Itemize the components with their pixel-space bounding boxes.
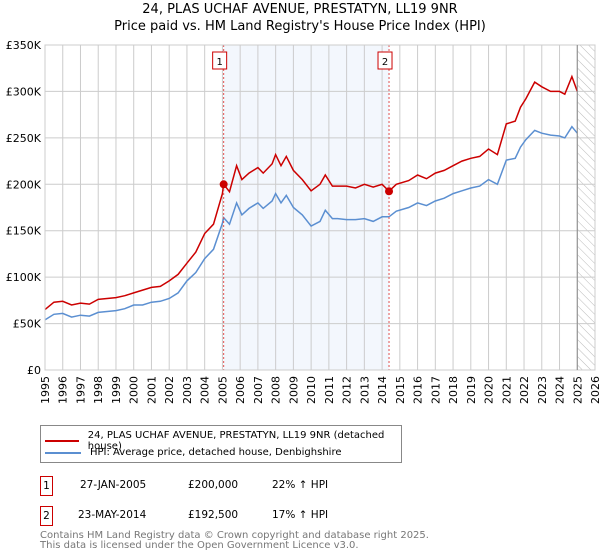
x-tick-label: 2012 <box>341 376 354 404</box>
x-tick-label: 2007 <box>252 376 265 404</box>
x-tick-label: 2024 <box>554 376 567 404</box>
x-tick-label: 1995 <box>39 376 52 404</box>
x-tick-label: 2008 <box>270 376 283 404</box>
legend-red-line <box>45 440 79 442</box>
footer: Contains HM Land Registry data © Crown c… <box>40 531 429 551</box>
legend-label-hpi: HPI: Average price, detached house, Denb… <box>90 447 342 458</box>
footer-line-1: Contains HM Land Registry data © Crown c… <box>40 530 429 541</box>
sale-date: 27-JAN-2005 <box>80 479 147 491</box>
x-tick-label: 2025 <box>571 376 584 404</box>
hpi-line <box>44 125 578 321</box>
y-tick-label: £350K <box>6 39 42 52</box>
x-tick-label: 1999 <box>110 376 123 404</box>
sale-label: 2 <box>382 57 388 68</box>
legend: 24, PLAS UCHAF AVENUE, PRESTATYN, LL19 9… <box>40 425 402 463</box>
x-tick-label: 1996 <box>57 376 70 404</box>
chart-title: 24, PLAS UCHAF AVENUE, PRESTATYN, LL19 9… <box>142 2 458 17</box>
sale-hpi: 17% ↑ HPI <box>272 509 329 521</box>
x-tick-label: 2003 <box>181 376 194 404</box>
x-tick-label: 2002 <box>163 376 176 404</box>
property-price-line <box>44 74 579 311</box>
x-tick-label: 2011 <box>323 376 336 404</box>
sale-price: £192,500 <box>188 509 239 521</box>
x-tick-label: 2006 <box>234 376 247 404</box>
y-tick-label: £200K <box>6 178 42 191</box>
x-tick-label: 2004 <box>199 376 212 404</box>
x-tick-label: 2022 <box>518 376 531 404</box>
x-tick-label: 2018 <box>447 376 460 404</box>
x-tick-label: 2001 <box>145 376 158 404</box>
sale-point <box>385 187 394 196</box>
sale-point <box>219 180 228 189</box>
sale-label-box <box>377 51 393 70</box>
plot-area: 1 2 1995 1996 1997 1998 1999 2000 2001 2002 2003 20… <box>6 39 600 404</box>
x-tick-label: 2023 <box>536 376 549 404</box>
x-tick-label: 2009 <box>287 376 300 404</box>
x-tick-label: 2005 <box>216 376 229 404</box>
x-tick-label: 2014 <box>376 376 389 404</box>
legend-label-property: 24, PLAS UCHAF AVENUE, PRESTATYN, LL19 9… <box>87 430 385 452</box>
plot-border <box>44 44 596 371</box>
x-tick-label: 2010 <box>305 376 318 404</box>
y-tick-label: £250K <box>6 132 42 145</box>
x-tick-label: 1998 <box>92 376 105 404</box>
y-tick-label: £100K <box>6 271 42 284</box>
sale-date: 23-MAY-2014 <box>78 509 147 521</box>
sale-hpi: 22% ↑ HPI <box>272 479 329 491</box>
x-tick-label: 2013 <box>358 376 371 404</box>
x-tick-label: 2020 <box>483 376 496 404</box>
footer-line-2: This data is licensed under the Open Gov… <box>40 540 359 551</box>
x-tick-label: 2021 <box>500 376 513 404</box>
forecast-hatch <box>577 45 595 370</box>
x-tick-label: 2016 <box>412 376 425 404</box>
sale-badge: 1 <box>40 476 53 496</box>
sale-price: £200,000 <box>188 479 239 491</box>
x-tick-label: 1997 <box>74 376 87 404</box>
x-tick-label: 2015 <box>394 376 407 404</box>
y-tick-label: £0 <box>27 364 41 377</box>
x-tick-label: 2019 <box>465 376 478 404</box>
x-tick-label: 2000 <box>128 376 141 404</box>
sale-badge: 2 <box>40 506 53 526</box>
y-tick-label: £150K <box>6 225 42 238</box>
sale-label: 1 <box>216 57 222 68</box>
legend-blue-line <box>45 451 81 454</box>
chart-subtitle: Price paid vs. HM Land Registry's House … <box>114 19 486 34</box>
x-tick-label: 2017 <box>429 376 442 404</box>
y-tick-label: £50K <box>13 318 42 331</box>
sale-label-box <box>212 51 228 70</box>
x-tick-label: 2026 <box>589 376 600 404</box>
y-tick-label: £300K <box>6 85 42 98</box>
